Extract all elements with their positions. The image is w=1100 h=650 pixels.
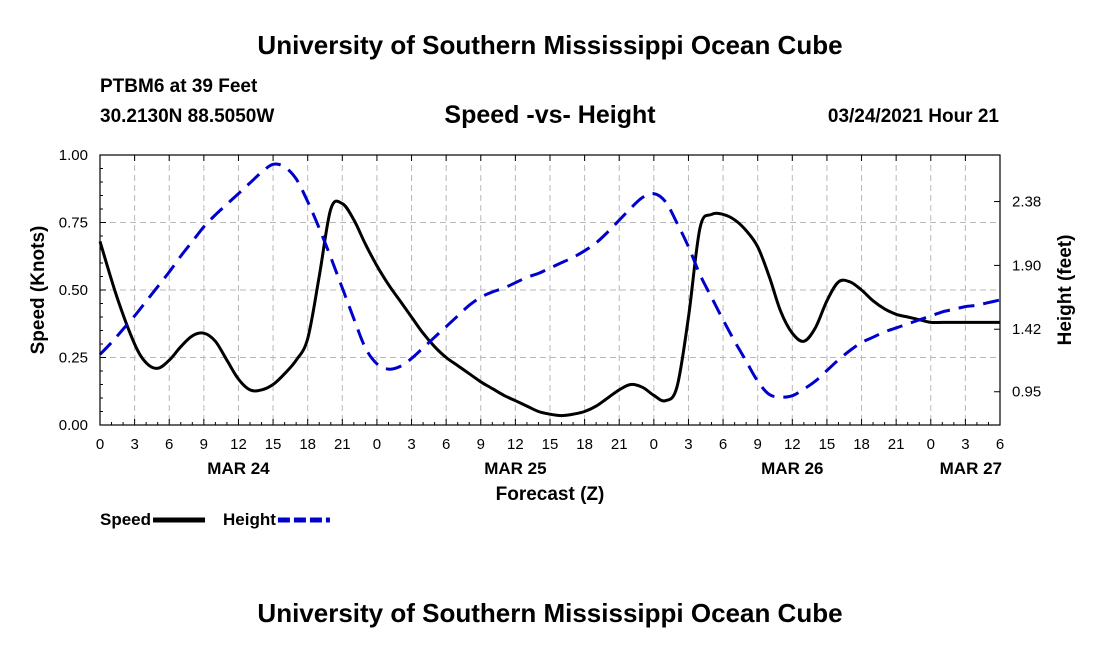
x-tick-label: 21 (334, 436, 351, 453)
x-tick-label: 0 (927, 436, 935, 453)
x-tick-label: 9 (477, 436, 485, 453)
x-tick-label: 12 (784, 436, 801, 453)
forecast-datetime: 03/24/2021 Hour 21 (827, 106, 999, 127)
legend-label-height: Height (223, 510, 276, 529)
axes: 0 3 6 9 12 15 18 21 0 3 6 9 12 15 18 21 0 3 6 9 12 15 18 21 0 3 6 M… (59, 147, 1041, 478)
x-tick-label: 21 (611, 436, 628, 453)
legend-label-speed: Speed (100, 510, 151, 529)
y-left-tick-label: 0.50 (59, 282, 88, 299)
y-right-tick-label: 1.42 (1012, 321, 1041, 338)
x-tick-label: 18 (576, 436, 593, 453)
x-tick-label: 0 (373, 436, 381, 453)
x-tick-label: 9 (200, 436, 208, 453)
y-left-tick-label: 1.00 (59, 147, 88, 164)
y-axis-label-right: Height (feet) (1055, 235, 1076, 346)
series-line-height (98, 162, 1001, 399)
x-tick-label: 6 (165, 436, 173, 453)
x-tick-label: 12 (507, 436, 524, 453)
x-tick-label: 3 (407, 436, 415, 453)
x-tick-label: 3 (130, 436, 138, 453)
chart-title: Speed -vs- Height (444, 101, 656, 129)
station-label: PTBM6 at 39 Feet (100, 76, 258, 97)
y-axis-label-left: Speed (Knots) (28, 226, 49, 355)
date-label: MAR 26 (761, 459, 823, 478)
footer-title: University of Southern Mississippi Ocean… (257, 598, 843, 628)
x-tick-label: 15 (819, 436, 836, 453)
x-tick-label: 18 (299, 436, 316, 453)
y-right-tick-label: 2.38 (1012, 194, 1041, 211)
x-tick-label: 6 (719, 436, 727, 453)
x-tick-label: 12 (230, 436, 247, 453)
x-tick-label: 15 (542, 436, 559, 453)
x-axis-label: Forecast (Z) (496, 484, 605, 505)
x-tick-label: 6 (996, 436, 1004, 453)
y-left-tick-label: 0.00 (59, 417, 88, 434)
page-title: University of Southern Mississippi Ocean… (257, 30, 843, 60)
date-label: MAR 25 (484, 459, 546, 478)
x-tick-label: 18 (853, 436, 870, 453)
x-tick-label: 0 (650, 436, 658, 453)
x-tick-label: 3 (684, 436, 692, 453)
coordinates-label: 30.2130N 88.5050W (100, 106, 275, 127)
x-tick-label: 6 (442, 436, 450, 453)
x-tick-label: 15 (265, 436, 282, 453)
x-tick-label: 9 (754, 436, 762, 453)
x-tick-label: 0 (96, 436, 104, 453)
y-left-tick-label: 0.25 (59, 350, 88, 367)
series-lines (98, 162, 1001, 418)
y-left-tick-label: 0.75 (59, 215, 88, 232)
date-label: MAR 27 (940, 459, 1002, 478)
y-right-tick-label: 0.95 (1012, 384, 1041, 401)
x-tick-label: 3 (961, 436, 969, 453)
x-tick-label: 21 (888, 436, 905, 453)
legend: Speed Height (100, 510, 330, 529)
date-label: MAR 24 (207, 459, 270, 478)
y-right-tick-label: 1.90 (1012, 257, 1041, 274)
series-line-speed (98, 199, 1000, 418)
